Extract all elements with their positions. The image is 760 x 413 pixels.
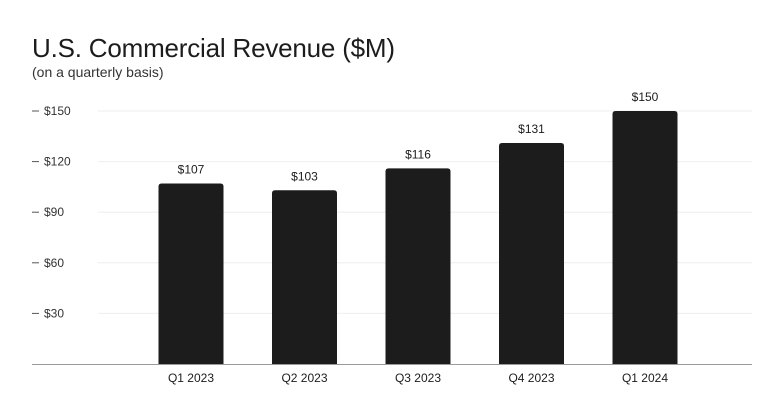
data-label: $131 [518,122,545,136]
y-axis-ticks: $30 $60 $90 $120 $150 [32,104,71,320]
data-label: $107 [178,163,205,177]
y-tick-label: $30 [44,306,64,320]
data-labels: $107 $103 $116 $131 $150 [178,90,659,183]
y-tick-label: $60 [44,256,64,270]
data-label: $116 [405,147,431,161]
chart-title: U.S. Commercial Revenue ($M) [32,33,395,63]
bar [272,190,337,364]
x-tick-label: Q3 2023 [395,371,441,385]
x-tick-label: Q2 2023 [281,371,327,385]
y-tick-label: $90 [44,205,64,219]
bar [612,111,678,364]
bars [158,111,678,364]
x-axis: Q1 2023 Q2 2023 Q3 2023 Q4 2023 Q1 2024 [32,364,752,385]
data-label: $150 [632,90,659,104]
bar [499,143,564,364]
x-tick-label: Q1 2024 [622,371,668,385]
bar [385,168,451,364]
y-tick-label: $120 [44,155,71,169]
x-tick-label: Q1 2023 [168,371,214,385]
data-label: $103 [291,169,318,183]
y-tick-label: $150 [44,104,71,118]
bar [158,183,224,364]
chart-subtitle: (on a quarterly basis) [32,64,164,80]
x-tick-label: Q4 2023 [508,371,554,385]
